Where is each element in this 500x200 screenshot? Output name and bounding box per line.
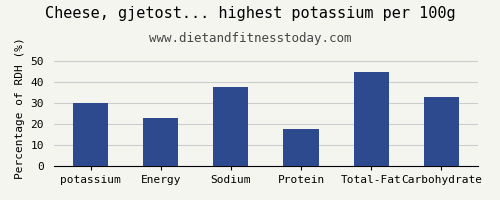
Bar (73, 103, 108, 166)
Bar (214, 87, 248, 166)
Bar (424, 97, 459, 166)
Text: www.dietandfitnesstoday.com: www.dietandfitnesstoday.com (149, 32, 351, 45)
Bar (354, 72, 388, 166)
Bar (284, 129, 318, 166)
Y-axis label: Percentage of RDH (%): Percentage of RDH (%) (15, 38, 25, 179)
Bar (143, 118, 178, 166)
Text: Cheese, gjetost... highest potassium per 100g: Cheese, gjetost... highest potassium per… (44, 6, 456, 21)
